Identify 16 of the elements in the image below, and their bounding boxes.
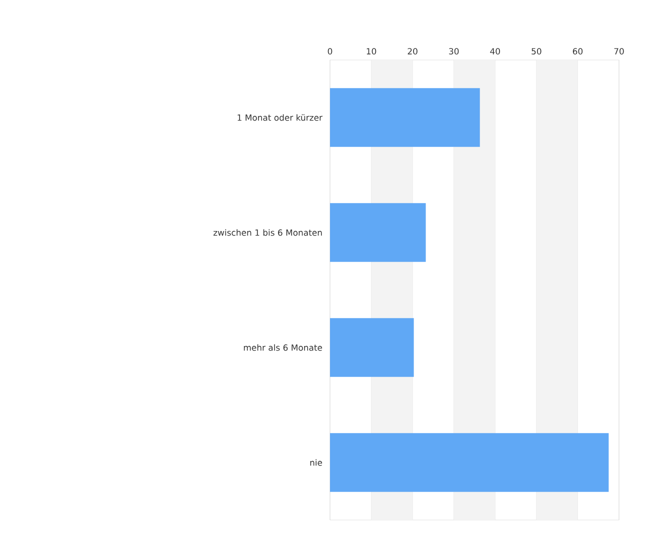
y-tick-label: mehr als 6 Monate — [244, 344, 322, 351]
x-tick-label: 20 — [408, 48, 418, 54]
x-tick-label: 10 — [366, 48, 376, 54]
x-tick-label: 50 — [532, 48, 542, 54]
x-tick-label: 40 — [490, 48, 500, 54]
bar — [330, 203, 426, 262]
x-tick-label: 0 — [328, 48, 332, 54]
bar — [330, 318, 414, 377]
x-tick-label: 30 — [449, 48, 459, 54]
x-tick-label: 70 — [614, 48, 624, 54]
y-tick-label: 1 Monat oder kürzer — [238, 114, 322, 121]
y-tick-label: zwischen 1 bis 6 Monaten — [213, 229, 322, 236]
x-tick-label: 60 — [572, 48, 583, 54]
bar — [330, 433, 609, 492]
y-tick-label: nie — [310, 459, 322, 466]
bar — [330, 88, 480, 147]
